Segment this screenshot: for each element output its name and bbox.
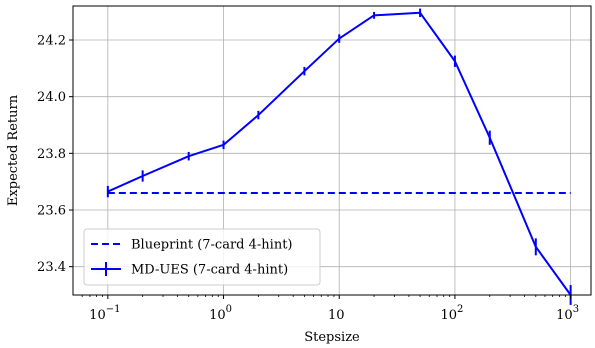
x-tick-exponent: 0 — [226, 304, 232, 315]
y-tick-label: 23.8 — [37, 147, 66, 162]
x-tick-exponent: 3 — [573, 304, 579, 315]
plot-frame — [72, 5, 592, 296]
x-tick-label: 10−1 — [89, 304, 120, 323]
x-tick-label: 100 — [209, 304, 232, 323]
y-tick-label: 24.0 — [37, 90, 66, 105]
y-tick-label: 24.2 — [37, 34, 66, 49]
x-tick-label: 103 — [556, 304, 579, 323]
x-tick-label: 10 — [328, 308, 345, 323]
legend-label-blueprint: Blueprint (7-card 4-hint) — [131, 238, 293, 253]
legend-box — [83, 228, 321, 286]
y-tick-label: 23.6 — [37, 204, 66, 219]
y-tick-label: 23.4 — [37, 260, 66, 275]
x-tick-exponent: 2 — [457, 304, 463, 315]
x-tick-exponent: −1 — [106, 304, 121, 315]
legend: Blueprint (7-card 4-hint) MD-UES (7-card… — [83, 228, 321, 286]
x-axis-label: Stepsize — [304, 330, 360, 345]
legend-label-md-ues: MD-UES (7-card 4-hint) — [131, 263, 288, 278]
x-tick-label: 102 — [440, 304, 463, 323]
ticks: 10−1 100 10 102 103 23.4 23.6 23.8 24.0 24.2 — [37, 34, 579, 324]
y-axis-label: Expected Return — [6, 94, 21, 206]
